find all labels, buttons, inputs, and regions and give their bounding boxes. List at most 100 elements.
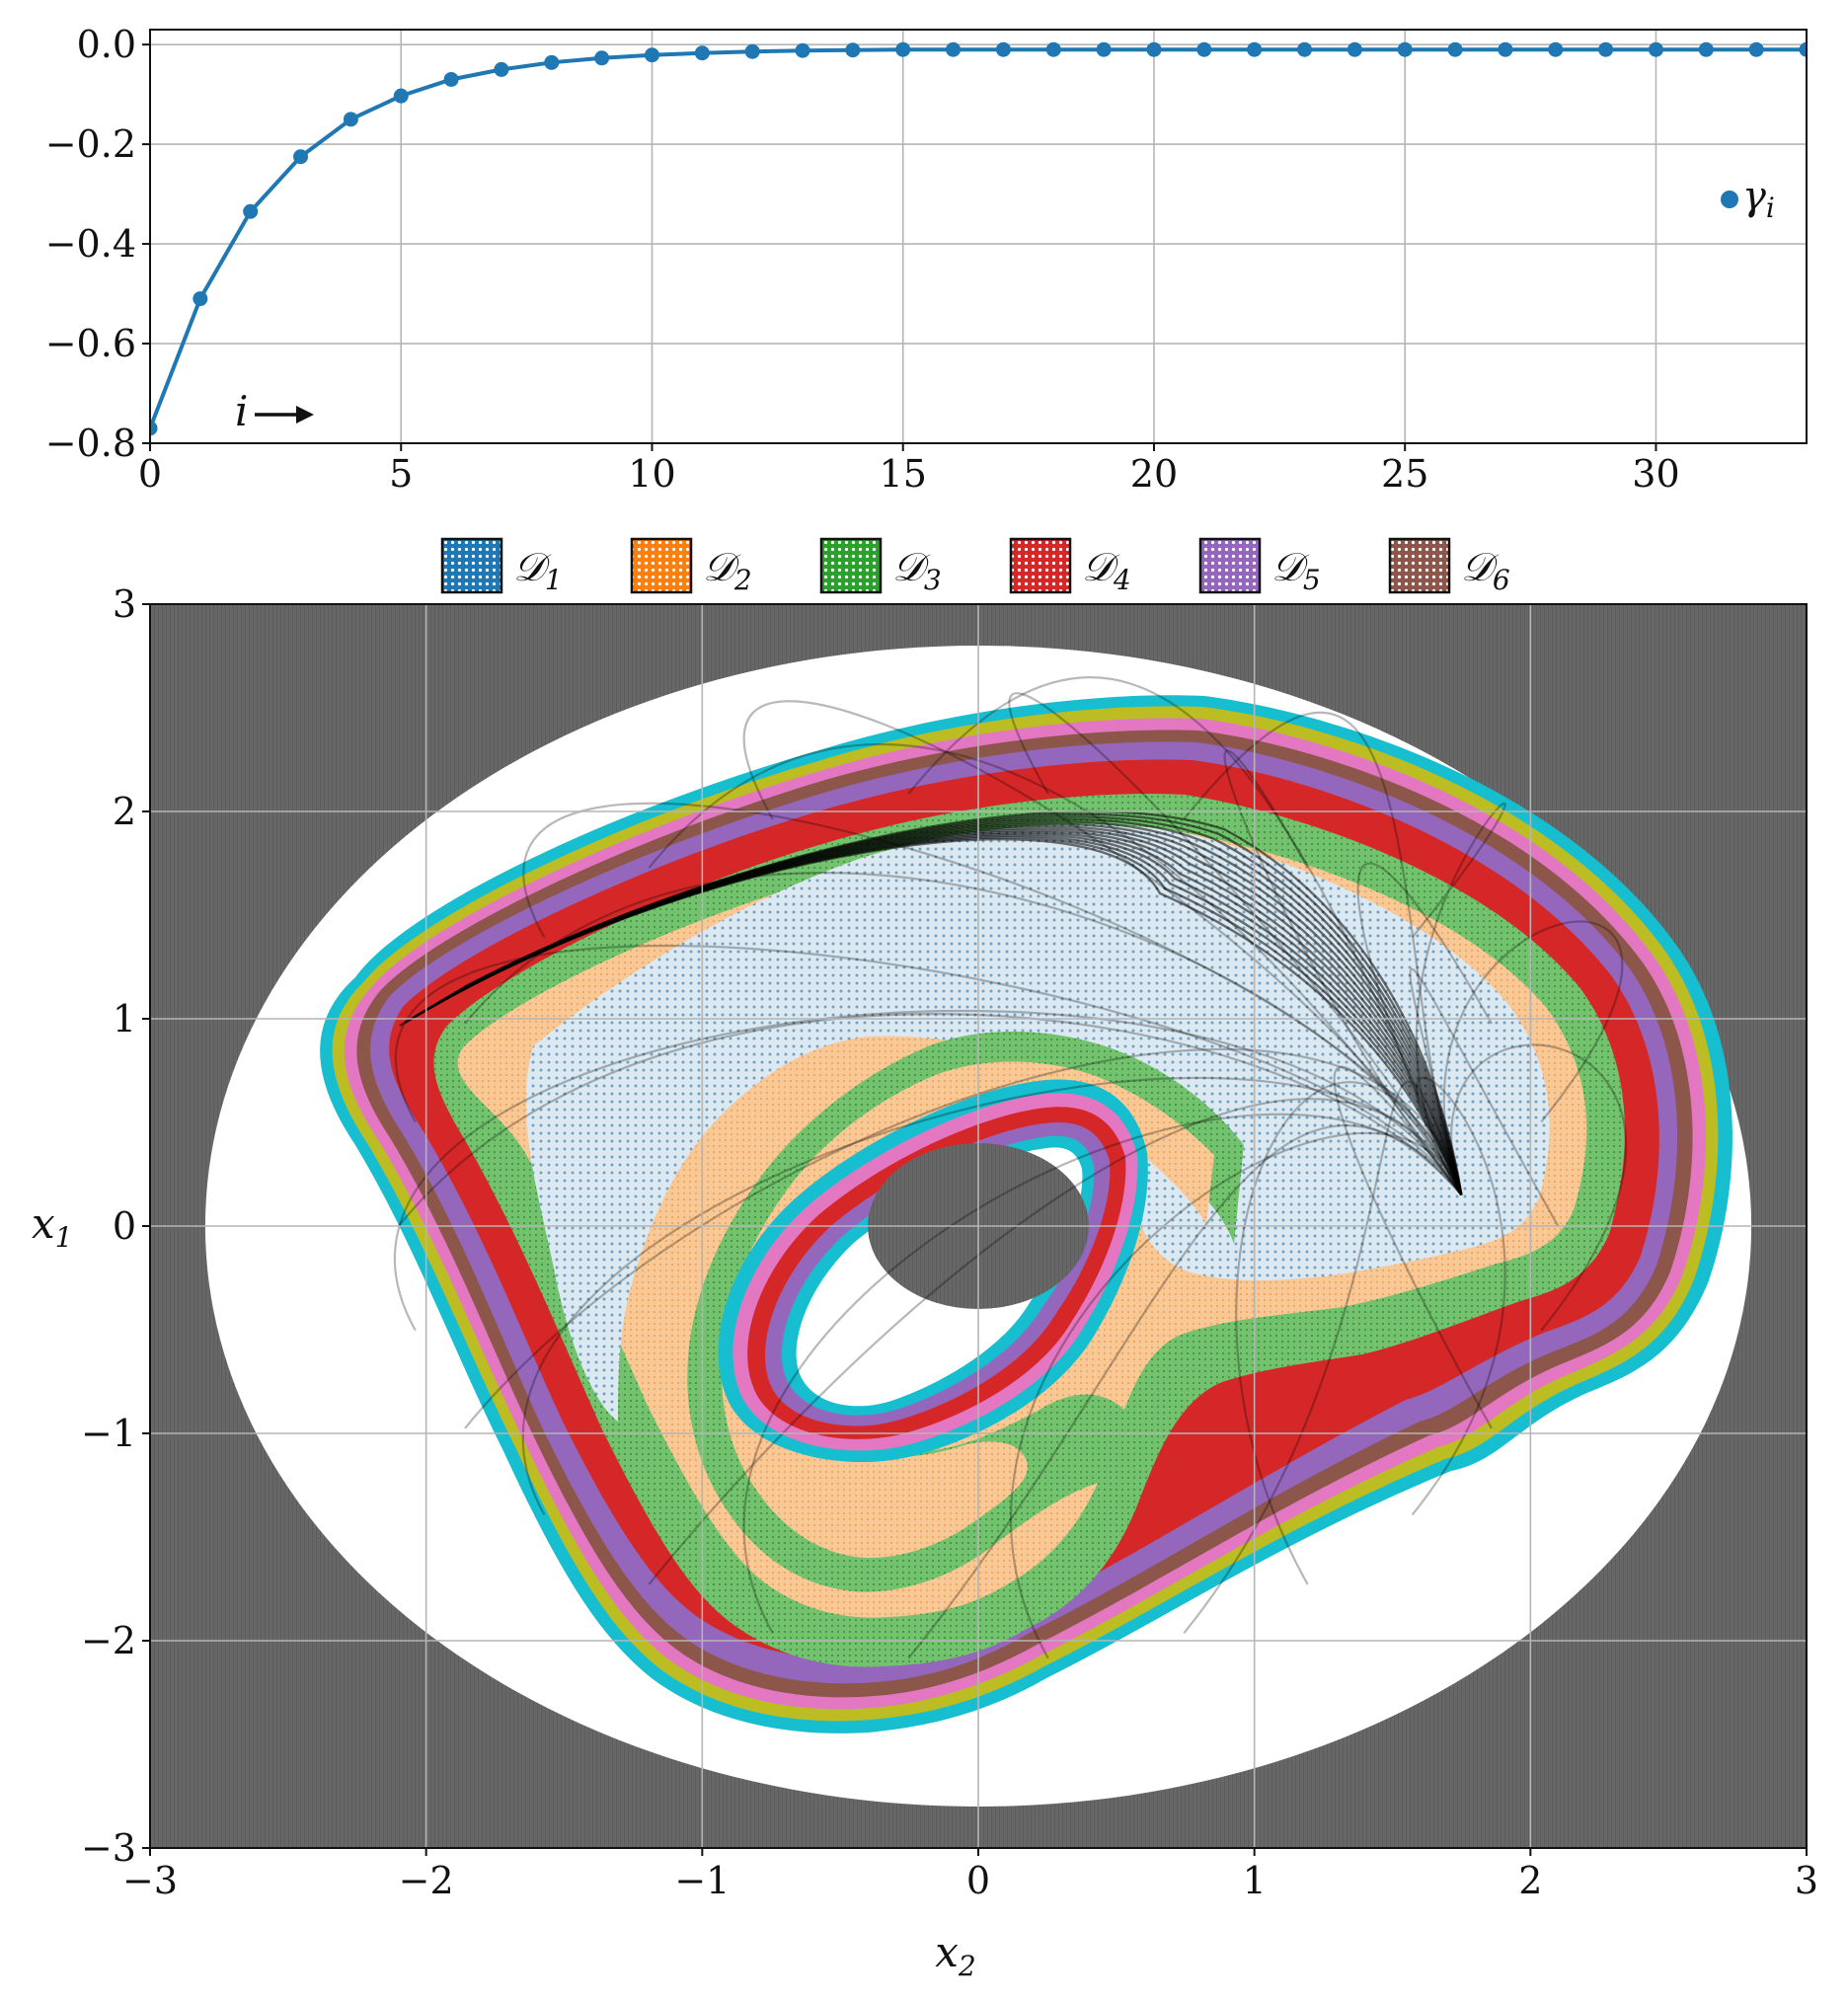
legend-item-d1: 𝒟1: [440, 537, 563, 596]
gamma-point: [494, 61, 509, 77]
gamma-point: [1598, 41, 1614, 57]
gamma-point: [594, 50, 610, 66]
domain-y-ticks: 3 2 1 0 −1 −2 −3: [81, 582, 150, 1870]
domain-y-tick-label: −1: [81, 1412, 136, 1455]
gamma-point: [293, 149, 309, 165]
gamma-point: [1447, 41, 1463, 57]
domain-x-ticks: −3 −2 −1 0 1 2 3: [122, 1848, 1818, 1902]
gamma-x-tick-label: 10: [628, 452, 675, 496]
gamma-x-tick-label: 25: [1381, 452, 1428, 496]
legend-label: 𝒟3: [892, 545, 942, 596]
gamma-y-tick-label: −0.2: [45, 122, 136, 166]
gamma-point: [1196, 41, 1212, 57]
domain-y-tick-label: −2: [81, 1619, 136, 1662]
gamma-point: [644, 47, 659, 63]
gamma-point: [443, 71, 459, 87]
gamma-point: [243, 203, 259, 219]
gamma-x-tick-label: 0: [138, 452, 162, 496]
gamma-point: [946, 41, 962, 57]
gamma-point: [694, 45, 710, 61]
gamma-point: [795, 42, 810, 58]
trajectory: [1223, 749, 1463, 1196]
gamma-point: [1498, 41, 1513, 57]
domain-x-tick-label: −1: [674, 1859, 730, 1902]
domain-map-frame: [149, 603, 1808, 1849]
trajectory: [742, 700, 1463, 1196]
trajectory: [1333, 1065, 1493, 1429]
legend-label: 𝒟1: [513, 545, 563, 596]
domain-x-tick-label: 0: [966, 1859, 990, 1902]
domain-map-grid: [150, 604, 1807, 1848]
gamma-y-tick-label: −0.4: [45, 222, 136, 266]
gamma-x-tick-label: 20: [1130, 452, 1178, 496]
domain-y-tick-label: 1: [113, 997, 136, 1040]
gamma-point: [192, 291, 208, 307]
trajectory: [742, 1113, 1463, 1634]
arrow-head-icon: [296, 406, 314, 424]
legend-label: 𝒟4: [1082, 545, 1131, 596]
legend-swatch: [819, 537, 883, 594]
domain-y-tick-label: 0: [113, 1204, 136, 1248]
legend-item-d3: 𝒟3: [819, 537, 942, 596]
legend-item-d6: 𝒟6: [1388, 537, 1510, 596]
trajectory: [1183, 711, 1463, 1195]
trajectory: [1450, 1043, 1628, 1332]
domain-x-tick-label: −2: [399, 1859, 454, 1902]
gamma-legend: γi: [1721, 174, 1775, 224]
gamma-point: [744, 43, 760, 59]
legend-label: 𝒟2: [703, 545, 752, 596]
gamma-x-tick-label: 30: [1632, 452, 1679, 496]
gamma-point: [343, 112, 358, 127]
y-axis-label: x1: [32, 1199, 73, 1254]
trajectory: [464, 872, 1463, 1195]
trajectory: [1409, 967, 1560, 1227]
trajectory: [394, 1009, 1463, 1332]
gamma-point: [1748, 41, 1764, 57]
trajectory: [522, 1076, 1463, 1515]
index-arrow-annotation: i: [235, 387, 314, 435]
domain-legend: 𝒟1 𝒟2 𝒟3 𝒟4 𝒟5 𝒟6: [440, 537, 1510, 596]
gamma-y-tick-label: −0.6: [45, 322, 136, 365]
gamma-chart-frame: [149, 29, 1808, 444]
gamma-point: [393, 88, 409, 104]
gamma-point: [1397, 41, 1413, 57]
domain-y-tick-label: 3: [113, 582, 136, 626]
gamma-legend-marker: [1721, 191, 1738, 208]
gamma-point: [845, 42, 861, 58]
gamma-line: [150, 47, 1807, 429]
trajectory: [648, 1098, 1463, 1585]
gamma-point: [1146, 41, 1162, 57]
trajectory: [1008, 692, 1463, 1196]
legend-item-d4: 𝒟4: [1009, 537, 1131, 596]
region-bands: [320, 695, 1732, 1733]
trajectory: [397, 1013, 1463, 1227]
trajectory: [399, 838, 1463, 1195]
gamma-point: [1698, 41, 1714, 57]
trajectory: [1010, 1131, 1463, 1659]
x-axis-label: x2: [935, 1928, 976, 1982]
gamma-point: [1799, 41, 1807, 57]
gamma-point: [544, 54, 560, 70]
gamma-series: [150, 41, 1807, 436]
domain-map: −3 −2 −1 0 1 2 3 3 2 1 0 −1 −2 −3 x2 x1: [32, 582, 1818, 1982]
gamma-point: [150, 421, 158, 436]
domain-x-tick-label: 2: [1518, 1859, 1542, 1902]
trajectory: [1235, 1081, 1463, 1585]
gamma-legend-label: γi: [1742, 174, 1775, 224]
index-label: i: [235, 387, 248, 435]
gamma-y-ticks: 0.0 −0.2 −0.4 −0.6 −0.8: [45, 23, 150, 465]
legend-swatch: [440, 537, 503, 594]
gamma-point: [895, 41, 911, 57]
gamma-point: [1548, 41, 1564, 57]
gamma-point: [995, 41, 1011, 57]
gamma-x-ticks: 0 5 10 15 20 25 30: [138, 443, 1680, 496]
legend-label: 𝒟5: [1271, 545, 1321, 596]
gamma-point: [1648, 41, 1663, 57]
legend-swatch: [1009, 537, 1072, 594]
domain-y-tick-label: −3: [81, 1826, 136, 1870]
trajectory: [648, 742, 1463, 1196]
gamma-x-tick-label: 5: [389, 452, 413, 496]
domain-y-tick-label: 2: [113, 790, 136, 833]
trajectory: [394, 944, 1463, 1196]
domain-x-tick-label: 1: [1243, 1859, 1267, 1902]
